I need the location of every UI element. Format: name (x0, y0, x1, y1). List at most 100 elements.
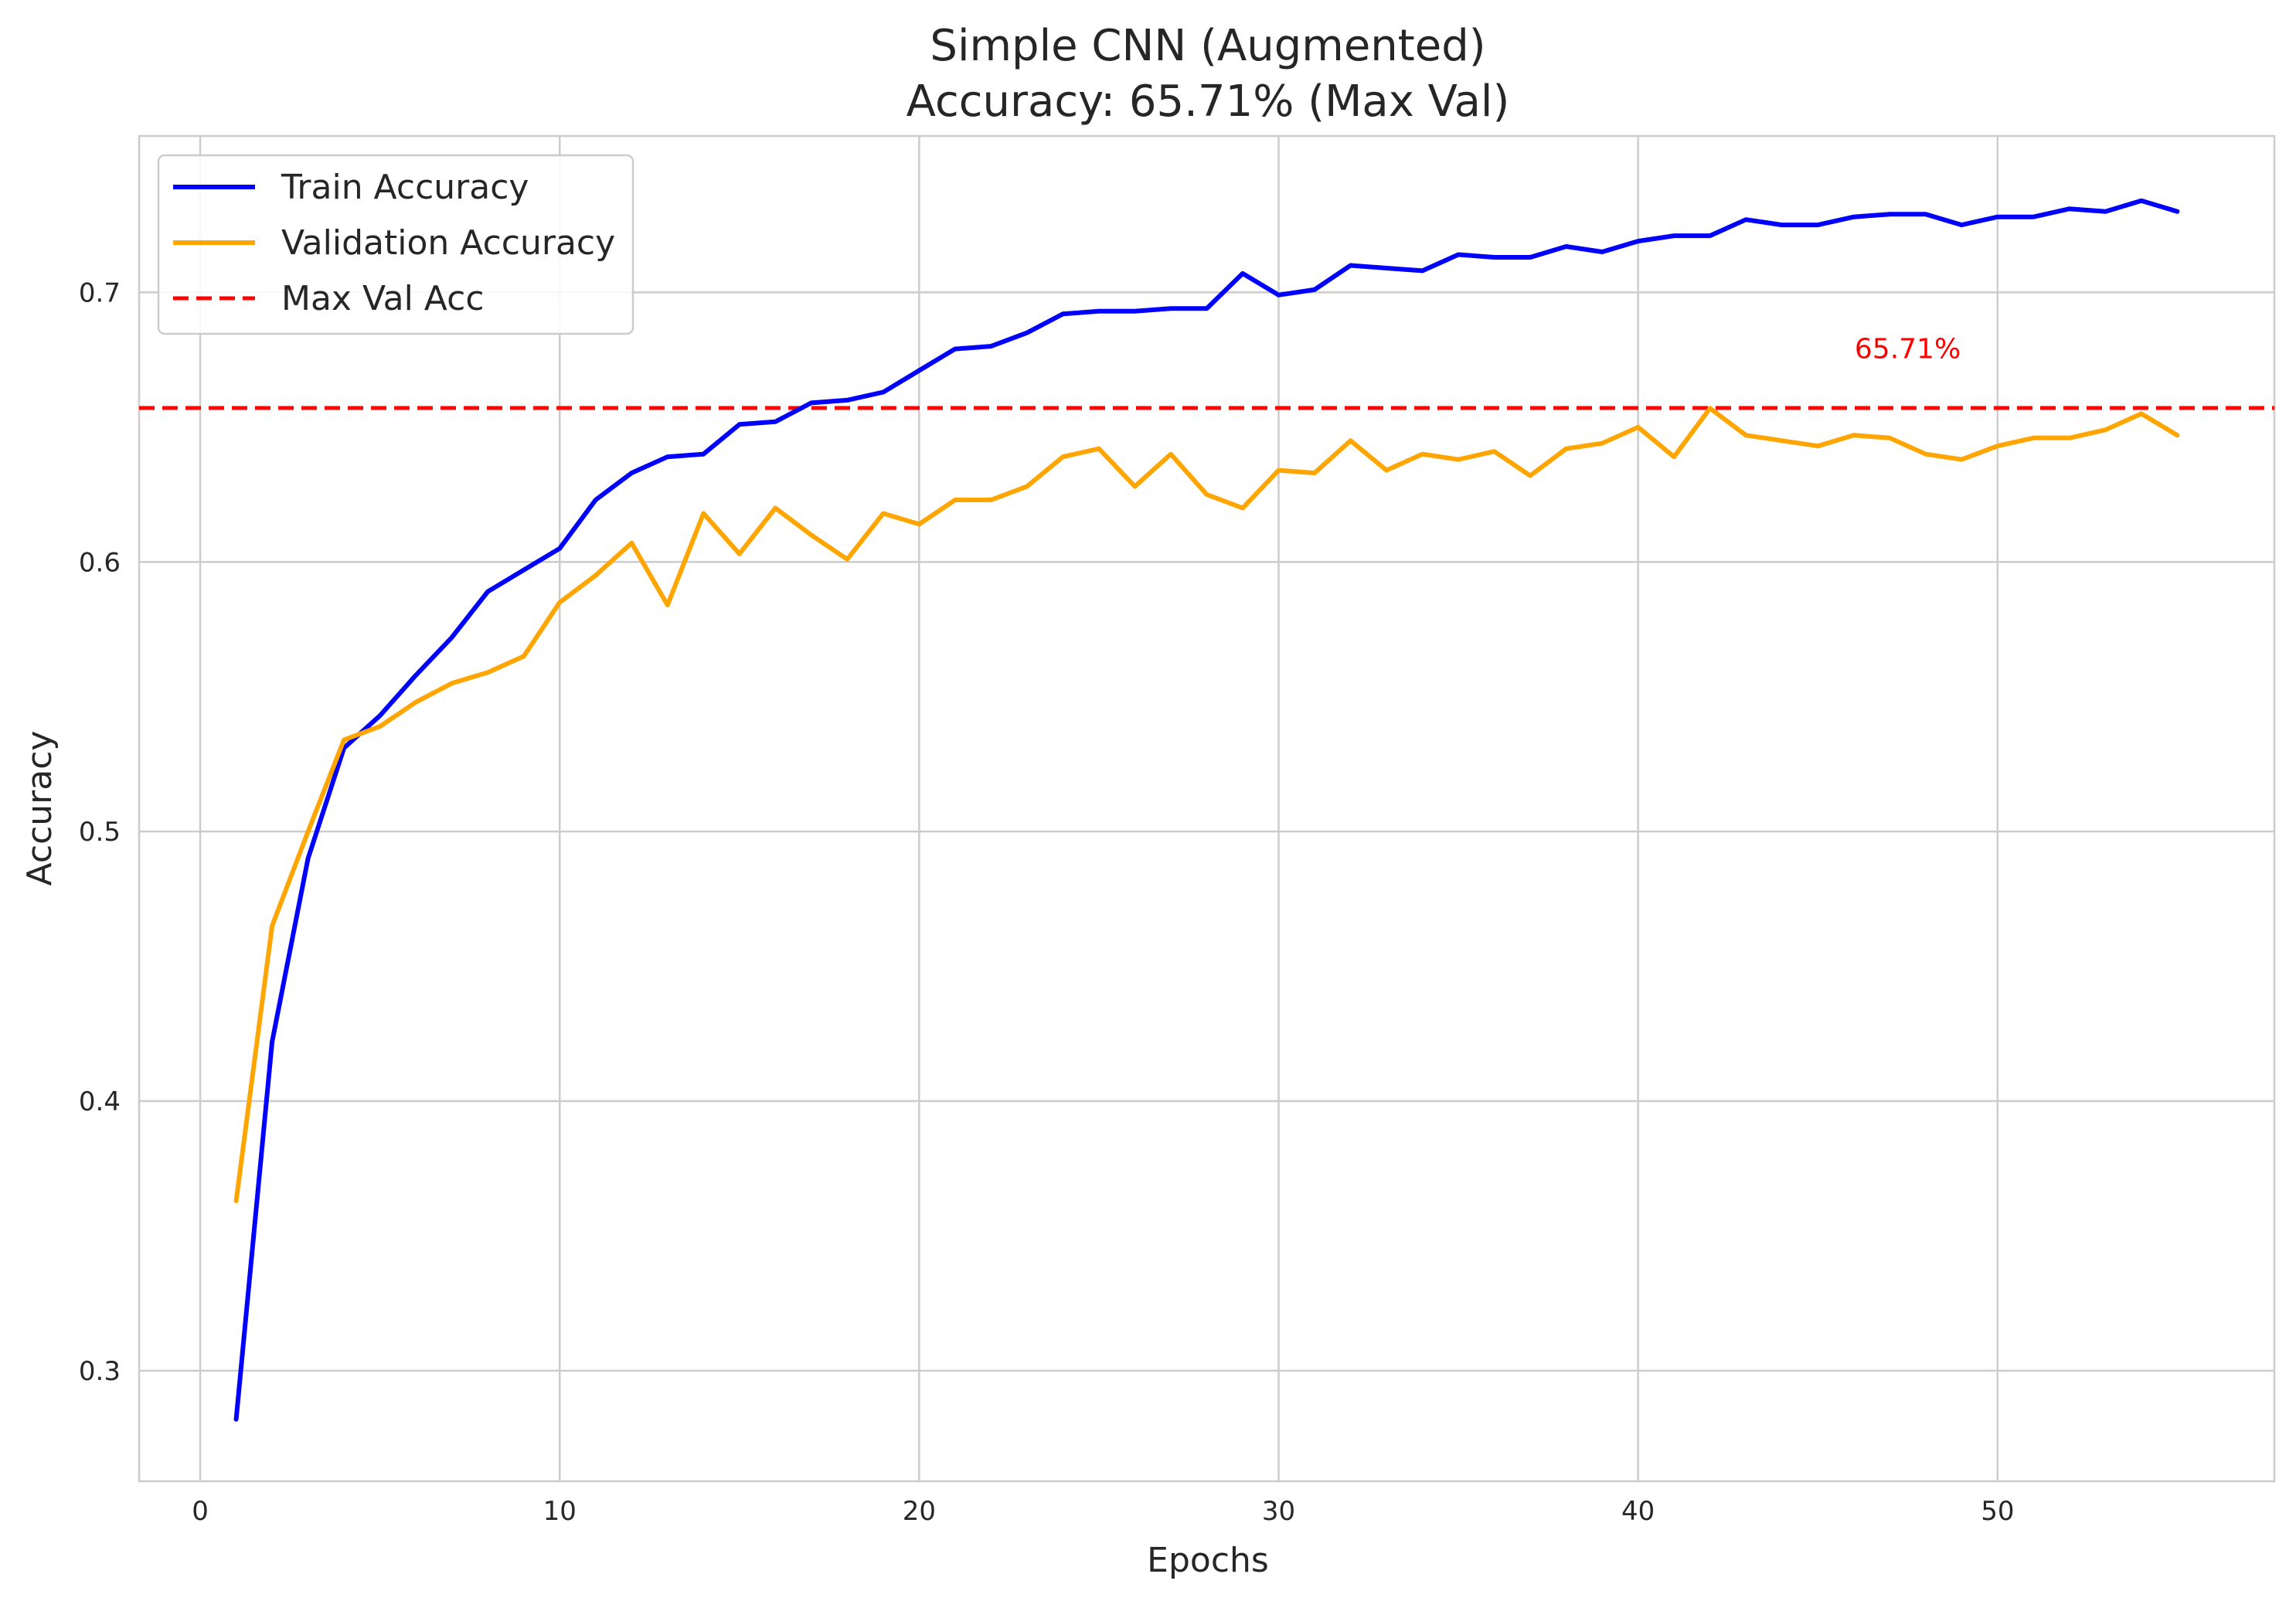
train-accuracy-point (917, 369, 921, 373)
train-accuracy-point (1168, 306, 1173, 311)
series-lines (233, 198, 2180, 1422)
legend-box (157, 154, 634, 335)
legend-label-max-val: Max Val Acc (281, 279, 485, 318)
validation-accuracy-point (2031, 436, 2036, 440)
x-tick-label: 30 (1262, 1496, 1295, 1527)
train-accuracy-point (1528, 255, 1532, 260)
train-accuracy-point (988, 344, 993, 348)
validation-accuracy-point (557, 600, 562, 605)
validation-accuracy-point (1456, 457, 1461, 462)
validation-accuracy-point (1420, 452, 1425, 457)
train-accuracy-point (737, 422, 742, 427)
validation-accuracy-point (1384, 468, 1389, 473)
train-accuracy-point (1097, 309, 1101, 314)
legend-label-train: Train Accuracy (281, 168, 529, 207)
chart-title: Simple CNN (Augmented) (930, 21, 1485, 71)
validation-accuracy-point (2175, 433, 2179, 437)
train-accuracy-point (1312, 287, 1317, 292)
validation-accuracy-point (1132, 484, 1137, 489)
train-accuracy-point (1995, 215, 2000, 219)
validation-accuracy-point (1887, 436, 1892, 440)
validation-accuracy-point (701, 511, 706, 515)
plot-area (139, 136, 2274, 1481)
validation-accuracy-point (1277, 468, 1281, 473)
train-accuracy-point (522, 568, 526, 573)
train-accuracy-point (306, 856, 311, 861)
train-accuracy-point (1384, 266, 1389, 270)
validation-accuracy-point (485, 670, 490, 675)
train-accuracy-point (1780, 223, 1784, 227)
train-accuracy-point (665, 454, 670, 459)
train-accuracy-point (2103, 209, 2107, 214)
x-tick-label: 40 (1621, 1496, 1655, 1527)
validation-accuracy-point (629, 541, 634, 546)
train-accuracy-point (594, 498, 598, 502)
validation-accuracy-point (953, 498, 958, 502)
validation-accuracy-point (809, 532, 814, 537)
train-accuracy-point (1959, 223, 1964, 227)
y-tick-label: 0.4 (79, 1086, 121, 1117)
x-tick-label: 20 (903, 1496, 936, 1527)
validation-accuracy-point (881, 511, 886, 515)
validation-accuracy-point (1492, 449, 1497, 454)
legend-label-validation: Validation Accuracy (281, 223, 615, 263)
train-accuracy-point (701, 452, 706, 457)
x-axis-label: Epochs (1147, 1541, 1269, 1580)
train-accuracy-point (378, 713, 383, 718)
train-accuracy-point (1060, 311, 1065, 316)
train-accuracy-point (2031, 215, 2036, 219)
validation-accuracy-point (1205, 492, 1209, 497)
train-accuracy-point (450, 635, 454, 640)
x-tick-label: 10 (543, 1496, 577, 1527)
validation-accuracy-point (917, 522, 921, 526)
validation-accuracy-point (2103, 427, 2107, 432)
train-accuracy-point (2067, 206, 2072, 211)
validation-accuracy-point (594, 573, 598, 578)
train-accuracy-point (1349, 263, 1353, 267)
validation-accuracy-point (1600, 441, 1604, 446)
y-tick-label: 0.5 (79, 817, 121, 848)
train-accuracy-point (881, 389, 886, 394)
train-accuracy-line (233, 198, 2180, 1422)
train-accuracy-point (1924, 212, 1928, 216)
validation-accuracy-point (234, 1198, 239, 1203)
train-accuracy-point (1025, 331, 1029, 335)
train-accuracy-point (557, 546, 562, 551)
validation-accuracy-point (1025, 484, 1029, 489)
validation-accuracy-point (342, 738, 346, 743)
validation-accuracy-point (1528, 474, 1532, 478)
validation-accuracy-point (1636, 425, 1641, 430)
y-tick-label: 0.6 (79, 547, 121, 578)
train-accuracy-point (1852, 215, 1856, 219)
validation-accuracy-point (1349, 438, 1353, 443)
validation-accuracy-point (1312, 471, 1317, 475)
gridlines (139, 136, 2274, 1481)
train-accuracy-point (1887, 212, 1892, 216)
validation-accuracy-point (845, 557, 849, 562)
validation-accuracy-point (270, 923, 274, 928)
validation-accuracy-point (1852, 433, 1856, 437)
validation-accuracy-line (233, 406, 2180, 1204)
train-accuracy-point (1636, 239, 1641, 243)
train-accuracy-point (809, 400, 814, 405)
legend: Train Accuracy Validation Accuracy Max V… (157, 154, 634, 335)
validation-accuracy-point (1097, 447, 1101, 451)
train-accuracy-point (234, 1417, 239, 1422)
validation-accuracy-point (306, 829, 311, 834)
validation-accuracy-point (450, 681, 454, 685)
validation-accuracy-point (1815, 444, 1820, 448)
train-accuracy-point (773, 420, 777, 424)
train-accuracy-point (1815, 223, 1820, 227)
train-accuracy-point (2175, 209, 2179, 214)
validation-accuracy-point (1672, 454, 1676, 459)
train-accuracy-point (1672, 233, 1676, 238)
validation-accuracy-point (413, 700, 418, 705)
train-accuracy-point (1240, 271, 1245, 276)
train-accuracy-point (2139, 199, 2144, 203)
train-accuracy-point (413, 673, 418, 678)
train-accuracy-point (270, 1039, 274, 1044)
validation-accuracy-point (2139, 411, 2144, 416)
train-accuracy-point (953, 347, 958, 352)
train-accuracy-point (1456, 253, 1461, 257)
